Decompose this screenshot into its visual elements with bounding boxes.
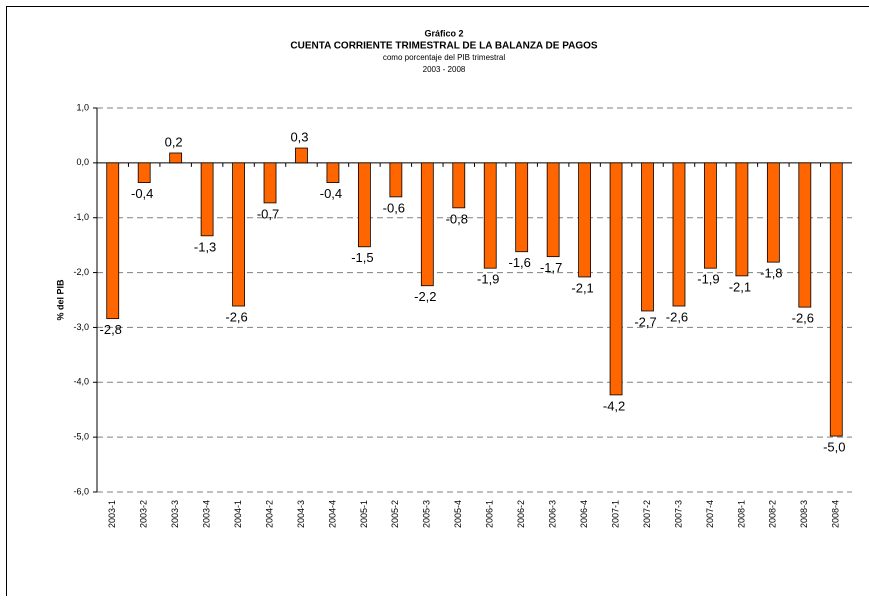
bar [358, 163, 370, 247]
bar [799, 163, 811, 307]
x-tick-label: 2005-2 [390, 500, 400, 528]
data-label: -2,8 [100, 322, 122, 337]
data-label: -0,8 [446, 211, 468, 226]
y-tick-label: -3,0 [73, 322, 89, 332]
data-label: -5,0 [823, 439, 845, 454]
x-tick-label: 2004-4 [327, 500, 337, 528]
chart-subtitle: 2003 - 2008 [423, 65, 466, 74]
bar [327, 163, 339, 183]
x-tick-label: 2004-1 [233, 500, 243, 528]
data-label: -1,7 [540, 260, 562, 275]
y-tick-label: -1,0 [73, 212, 89, 222]
bar [610, 163, 622, 395]
x-tick-label: 2006-1 [485, 500, 495, 528]
x-tick-label: 2008-2 [768, 500, 778, 528]
bar [484, 163, 496, 268]
bar [830, 163, 842, 436]
bar [673, 163, 685, 306]
x-tick-label: 2006-2 [516, 500, 526, 528]
data-label: -0,4 [320, 186, 342, 201]
bar [264, 163, 276, 203]
y-tick-label: 0,0 [76, 157, 89, 167]
bar [704, 163, 716, 268]
x-tick-label: 2007-3 [673, 500, 683, 528]
x-tick-label: 2003-4 [201, 500, 211, 528]
data-label: 0,2 [165, 134, 183, 149]
bar [736, 163, 748, 276]
bar [233, 163, 245, 306]
bar [170, 153, 182, 163]
chart-title: Gráfico 2 [424, 28, 463, 38]
bar [579, 163, 591, 277]
bar [547, 163, 559, 257]
x-tick-label: 2008-4 [831, 500, 841, 528]
data-label: -2,2 [414, 289, 436, 304]
y-tick-label: 1,0 [76, 102, 89, 112]
x-tick-label: 2005-4 [453, 500, 463, 528]
bar [201, 163, 213, 236]
x-tick-label: 2008-1 [736, 500, 746, 528]
x-tick-label: 2007-4 [705, 500, 715, 528]
data-label: -0,7 [257, 206, 279, 221]
data-label: -2,6 [666, 309, 688, 324]
data-label: 0,3 [290, 129, 308, 144]
bar [390, 163, 402, 197]
x-tick-label: 2006-4 [579, 500, 589, 528]
x-tick-label: 2008-3 [799, 500, 809, 528]
x-tick-label: 2004-2 [264, 500, 274, 528]
x-tick-label: 2007-2 [642, 500, 652, 528]
chart-subtitle: como porcentaje del PIB trimestral [383, 53, 505, 62]
bar [453, 163, 465, 208]
bar [642, 163, 654, 311]
data-label: -1,3 [194, 239, 216, 254]
bar [138, 163, 150, 183]
x-tick-label: 2006-3 [548, 500, 558, 528]
data-label: -0,6 [383, 200, 405, 215]
data-label: -2,7 [634, 314, 656, 329]
data-label: -2,6 [225, 309, 247, 324]
data-label: -1,8 [760, 266, 782, 281]
data-label: -1,9 [697, 272, 719, 287]
chart-subtitle: CUENTA CORRIENTE TRIMESTRAL DE LA BALANZ… [290, 41, 598, 52]
bar [767, 163, 779, 262]
data-label: -1,9 [477, 272, 499, 287]
y-axis-label: % del PIB [55, 279, 65, 321]
y-tick-label: -4,0 [73, 377, 89, 387]
y-tick-label: -6,0 [73, 486, 89, 496]
data-label: -2,1 [571, 280, 593, 295]
bar [421, 163, 433, 286]
y-tick-label: -5,0 [73, 432, 89, 442]
data-label: -2,1 [729, 279, 751, 294]
x-tick-label: 2005-1 [359, 500, 369, 528]
bar [295, 148, 307, 163]
data-label: -4,2 [603, 398, 625, 413]
x-tick-label: 2004-3 [296, 500, 306, 528]
x-tick-label: 2007-1 [610, 500, 620, 528]
bar [516, 163, 528, 252]
data-label: -1,5 [351, 250, 373, 265]
y-tick-label: -2,0 [73, 267, 89, 277]
x-tick-label: 2003-2 [139, 500, 149, 528]
bar [107, 163, 119, 319]
data-label: -2,6 [792, 311, 814, 326]
x-tick-label: 2005-3 [422, 500, 432, 528]
data-label: -1,6 [508, 255, 530, 270]
x-tick-label: 2003-3 [170, 500, 180, 528]
data-label: -0,4 [131, 186, 153, 201]
x-tick-label: 2003-1 [107, 500, 117, 528]
